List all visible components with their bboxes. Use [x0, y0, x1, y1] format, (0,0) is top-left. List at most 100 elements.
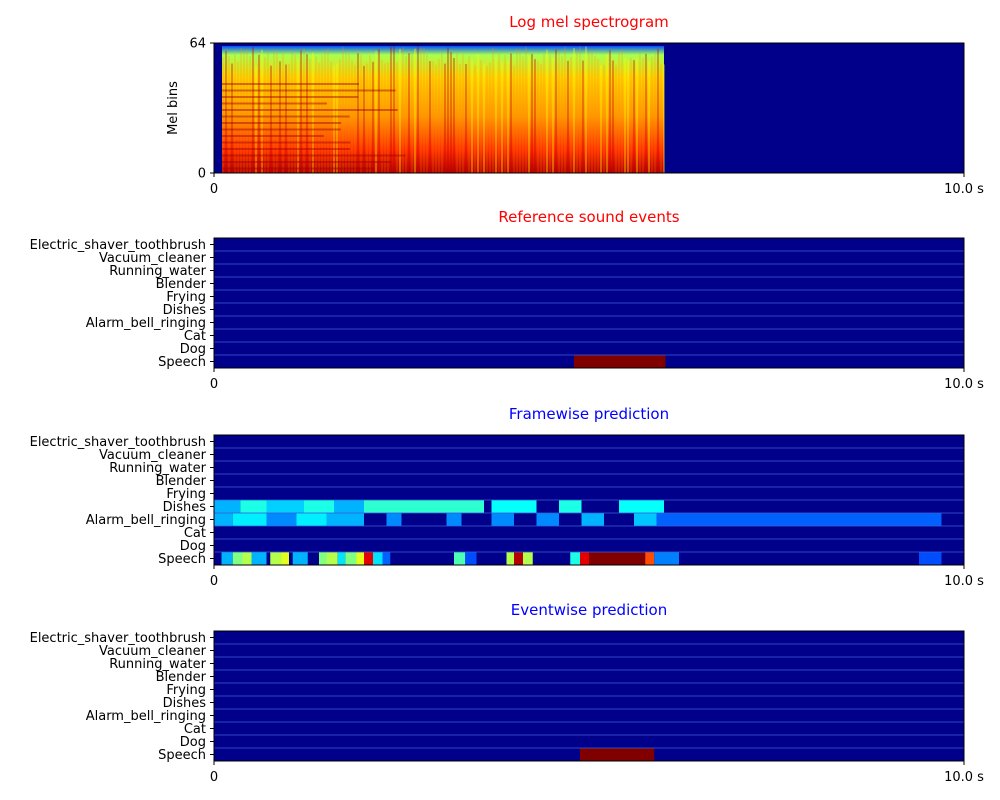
- spectrogram-harmonic: [222, 115, 350, 118]
- panel-title: Eventwise prediction: [511, 601, 667, 619]
- plot-frame: [213, 434, 965, 566]
- spectrogram-column: [450, 52, 452, 173]
- spectrogram-column: [429, 61, 431, 173]
- spectrogram-column: [603, 64, 605, 173]
- spectrogram-harmonic: [222, 141, 351, 144]
- plot-frame: [213, 237, 965, 369]
- spectrogram-column: [660, 64, 662, 173]
- spectrogram-column: [288, 63, 290, 173]
- y-tick-label: Frying: [166, 290, 206, 305]
- spectrogram-column: [543, 53, 545, 173]
- event-cell: [232, 513, 267, 526]
- spectrogram-harmonic: [222, 83, 360, 85]
- spectrogram-column: [318, 62, 320, 173]
- panel-1: Reference sound events Electric_shaver_to…: [30, 208, 985, 392]
- event-cell: [656, 513, 942, 526]
- event-cell: [619, 500, 664, 513]
- event-cell: [251, 552, 267, 565]
- spectrogram-column: [303, 47, 305, 173]
- event-cell: [598, 552, 646, 565]
- spectrogram-column: [435, 64, 437, 173]
- spectrogram-column: [591, 50, 593, 173]
- y-tick-label: Cat: [184, 526, 206, 541]
- spectrogram-column: [330, 61, 332, 173]
- event-cell: [523, 552, 533, 565]
- spectrogram-column: [258, 54, 260, 173]
- spectrogram-column: [582, 60, 584, 173]
- spectrogram-harmonic: [222, 102, 327, 105]
- spectrogram-column: [381, 59, 383, 173]
- spectrogram-column: [390, 46, 392, 173]
- spectrogram-column: [222, 57, 224, 173]
- spectrogram-column: [252, 47, 254, 173]
- spectrogram-column: [426, 54, 428, 173]
- y-tick-label: Dishes: [163, 303, 207, 318]
- spectrogram-column: [297, 59, 299, 173]
- spectrogram-column: [315, 55, 317, 173]
- spectrogram-column: [561, 56, 563, 173]
- spectrogram-column: [273, 50, 275, 173]
- spectrogram-column: [441, 53, 443, 173]
- spectrogram-column: [231, 63, 233, 173]
- spectrogram-column: [351, 60, 353, 173]
- spectrogram-column: [468, 55, 470, 173]
- event-cell: [266, 513, 297, 526]
- spectrogram-energy: [222, 46, 664, 173]
- y-axis-label: Mel bins: [166, 81, 181, 135]
- y-tick-label: Electric_shaver_toothbrush: [30, 435, 206, 450]
- event-cell: [242, 552, 252, 565]
- event-cell: [304, 500, 334, 513]
- spectrogram-column: [261, 49, 263, 173]
- spectrogram-column: [597, 58, 599, 173]
- spectrogram-column: [579, 46, 581, 173]
- spectrogram-column: [492, 47, 494, 173]
- spectrogram-column: [342, 46, 344, 173]
- event-cell: [491, 500, 537, 513]
- y-tick-label: Speech: [158, 552, 206, 567]
- y-tick-label: Running_water: [109, 657, 206, 672]
- spectrogram-harmonic: [222, 148, 350, 150]
- spectrogram-column: [594, 55, 596, 173]
- spectrogram-column: [459, 64, 461, 173]
- panel-2: Framewise prediction Electric_shaver_toot…: [30, 405, 985, 589]
- spectrogram-column: [609, 50, 611, 173]
- x-tick-label: 0: [210, 377, 218, 392]
- spectrogram-column: [486, 65, 488, 173]
- spectrogram-column: [345, 53, 347, 173]
- spectrogram-column: [264, 57, 266, 173]
- spectrogram-column: [285, 64, 287, 173]
- spectrogram-harmonic: [222, 161, 392, 163]
- spectrogram-column: [348, 53, 350, 173]
- spectrogram-column: [615, 65, 617, 173]
- spectrogram-column: [477, 54, 479, 173]
- spectrogram-column: [618, 53, 620, 173]
- panel-title: Framewise prediction: [509, 405, 669, 423]
- spectrogram-column: [636, 58, 638, 173]
- spectrogram-column: [471, 59, 473, 173]
- y-tick-label: Vacuum_cleaner: [99, 251, 207, 266]
- spectrogram-harmonic: [222, 167, 374, 170]
- spectrogram-column: [606, 54, 608, 173]
- spectrogram-column: [498, 53, 500, 173]
- spectrogram-column: [585, 46, 587, 173]
- y-tick-label: 64: [189, 37, 206, 52]
- spectrogram-column: [600, 64, 602, 173]
- y-tick-label: Blender: [156, 277, 207, 292]
- x-tick-label: 0: [210, 770, 218, 785]
- event-cell: [570, 552, 580, 565]
- panel-title: Reference sound events: [498, 208, 679, 226]
- spectrogram-column: [546, 49, 548, 173]
- event-cell: [514, 552, 523, 565]
- event-cell: [364, 500, 484, 513]
- spectrogram-column: [483, 64, 485, 173]
- x-tick-label: 10.0 s: [944, 182, 984, 197]
- spectrogram-column: [339, 58, 341, 173]
- spectrogram-column: [438, 58, 440, 173]
- y-tick-label: Cat: [184, 329, 206, 344]
- spectrogram-column: [621, 49, 623, 173]
- y-tick-label: Speech: [158, 355, 206, 370]
- event-cell: [281, 552, 289, 565]
- spectrogram-column: [333, 65, 335, 173]
- y-tick-label: Dog: [180, 735, 206, 750]
